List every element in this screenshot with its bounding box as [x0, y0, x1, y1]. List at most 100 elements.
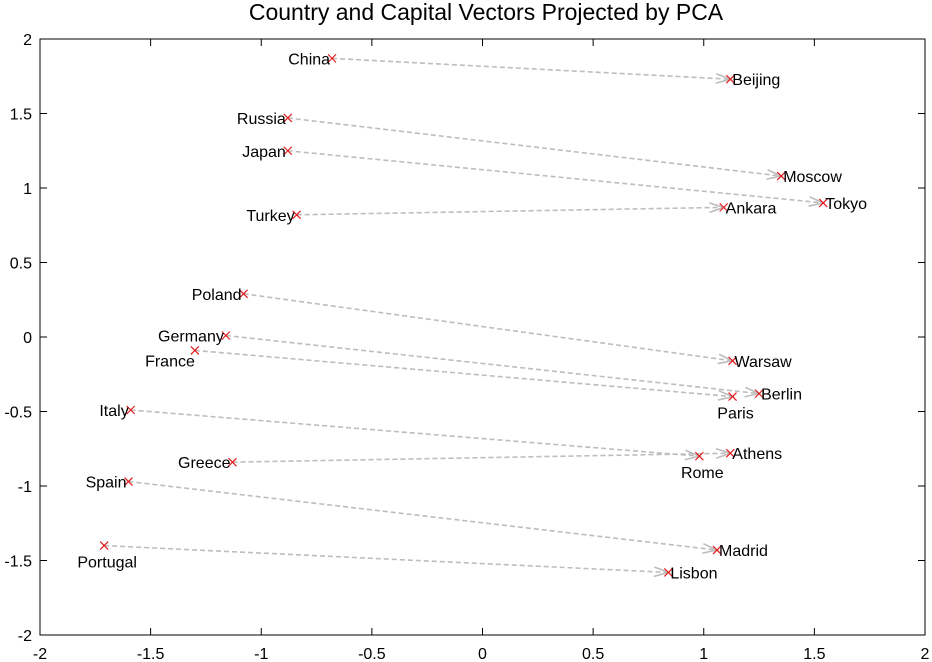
marker-stroke — [712, 545, 722, 555]
y-tick-label: -1.5 — [4, 554, 32, 571]
point-label-italy: Italy — [99, 403, 128, 420]
point-label-ankara: Ankara — [726, 200, 777, 217]
marker-tokyo — [818, 198, 828, 208]
marker-beijing — [725, 74, 735, 84]
marker-stroke — [126, 405, 136, 415]
point-label-germany: Germany — [158, 329, 224, 346]
marker-stroke — [190, 345, 200, 355]
point-label-beijing: Beijing — [732, 72, 780, 89]
arrow-line — [194, 349, 733, 398]
marker-paris — [728, 392, 737, 402]
arrow-japan-tokyo — [287, 149, 826, 207]
marker-rome — [694, 451, 704, 461]
arrow-spain-madrid — [128, 480, 720, 554]
marker-stroke — [725, 74, 735, 84]
point-label-greece: Greece — [178, 455, 231, 472]
marker-france — [190, 345, 200, 355]
arrow-line — [287, 149, 824, 204]
marker-athens — [725, 448, 735, 458]
marker-stroke — [292, 210, 302, 220]
arrow-layer — [104, 57, 826, 578]
point-label-paris: Paris — [717, 406, 753, 423]
marker-germany — [221, 331, 231, 340]
y-tick-label: 1 — [23, 181, 32, 198]
marker-moscow — [776, 171, 786, 181]
point-label-france: France — [145, 353, 195, 370]
arrow-line — [225, 334, 760, 395]
x-tick-label: 1 — [699, 646, 708, 662]
marker-lisbon — [663, 567, 673, 577]
marker-stroke — [728, 392, 737, 402]
marker-china — [327, 53, 337, 63]
y-tick-label: 2 — [23, 32, 32, 49]
point-label-berlin: Berlin — [761, 387, 802, 404]
arrow-line — [243, 292, 733, 362]
y-tick-label: 1.5 — [10, 107, 32, 124]
arrow-line — [296, 206, 724, 216]
point-label-lisbon: Lisbon — [670, 565, 717, 582]
marker-italy — [126, 405, 136, 415]
marker-turkey — [292, 210, 302, 220]
point-label-poland: Poland — [192, 287, 242, 304]
point-label-spain: Spain — [86, 475, 127, 492]
marker-stroke — [776, 171, 786, 181]
point-label-japan: Japan — [242, 144, 286, 161]
point-label-madrid: Madrid — [719, 543, 768, 560]
arrow-line — [287, 117, 782, 177]
x-tick-label: -1.5 — [137, 646, 165, 662]
marker-stroke — [221, 331, 231, 340]
marker-layer — [99, 53, 828, 577]
arrow-turkey-ankara — [296, 202, 727, 216]
chart-title: Country and Capital Vectors Projected by… — [249, 0, 724, 25]
marker-stroke — [283, 113, 293, 123]
x-tick-label: -2 — [33, 646, 47, 662]
y-tick-label: 0 — [23, 330, 32, 347]
point-label-rome: Rome — [681, 465, 724, 482]
x-tick-label: -0.5 — [358, 646, 386, 662]
arrow-china-beijing — [332, 57, 733, 84]
arrow-france-paris — [194, 349, 736, 401]
point-label-moscow: Moscow — [783, 169, 842, 186]
marker-stroke — [239, 289, 248, 299]
y-tick-label: -1 — [18, 479, 32, 496]
y-tick-label: -0.5 — [4, 405, 32, 422]
point-label-tokyo: Tokyo — [825, 196, 867, 213]
marker-berlin — [754, 389, 764, 399]
marker-stroke — [719, 202, 729, 212]
marker-japan — [283, 146, 293, 156]
marker-stroke — [694, 451, 704, 461]
marker-stroke — [818, 198, 828, 208]
marker-greece — [228, 457, 237, 467]
point-label-warsaw: Warsaw — [735, 354, 793, 371]
point-label-portugal: Portugal — [77, 555, 137, 572]
arrow-russia-moscow — [287, 117, 784, 180]
arrow-line — [104, 544, 669, 574]
x-tick-label: 0 — [478, 646, 487, 662]
marker-stroke — [754, 389, 764, 399]
marker-poland — [239, 289, 248, 299]
x-tick-label: 1.5 — [803, 646, 825, 662]
y-tick-label: 0.5 — [10, 256, 32, 273]
arrow-italy-rome — [130, 409, 702, 461]
marker-stroke — [327, 53, 337, 63]
x-tick-label: 2 — [921, 646, 930, 662]
arrow-germany-berlin — [225, 334, 762, 398]
y-tick-label: -2 — [18, 628, 32, 645]
marker-stroke — [728, 356, 737, 366]
axis-ticks: -2 -1.5 -1 -0.5 0 0.5 1 1.5 2 -2 -1.5 -1 -0.5 0 0.5 1 1.… — [4, 32, 929, 662]
marker-warsaw — [728, 356, 737, 366]
marker-madrid — [712, 545, 722, 555]
arrow-line — [130, 409, 700, 457]
label-layer: China Beijing Russia Moscow Japan Tokyo Turkey… — [77, 51, 867, 582]
marker-ankara — [719, 202, 729, 212]
arrow-greece-athens — [232, 447, 733, 463]
point-label-russia: Russia — [237, 111, 286, 128]
arrow-line — [332, 57, 731, 81]
marker-spain — [124, 477, 133, 486]
x-tick-label: 0.5 — [582, 646, 604, 662]
marker-stroke — [663, 567, 673, 577]
point-label-turkey: Turkey — [246, 208, 294, 225]
arrow-line — [128, 480, 718, 551]
point-label-china: China — [288, 51, 330, 68]
